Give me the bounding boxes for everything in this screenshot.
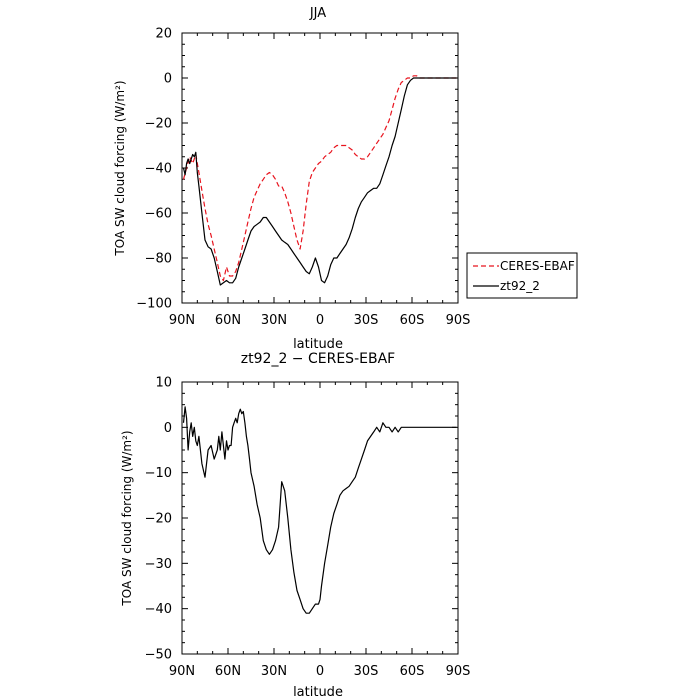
y-ticks: 10 0 −10 −20 −30 −40 −50 [145, 376, 458, 663]
x-tick-label: 90S [446, 313, 471, 328]
x-tick-label: 90N [169, 313, 195, 328]
y-tick-label: −80 [145, 252, 172, 267]
panel-title: zt92_2 − CERES-EBAF [241, 351, 395, 367]
series-line-zt92-2 [182, 77, 457, 286]
x-tick-label: 30S [354, 313, 379, 328]
legend: CERES-EBAF zt92_2 [466, 252, 578, 299]
x-tick-label: 30S [354, 664, 379, 679]
y-tick-label: 10 [155, 376, 172, 391]
y-ticks: 20 0 −20 −40 −60 −80 −100 [136, 27, 458, 312]
x-axis-label: latitude [293, 337, 343, 352]
y-tick-label: −100 [136, 297, 172, 312]
legend-label-zt92: zt92_2 [500, 279, 540, 293]
panel-jja: JJA 20 0 −20 −40 −60 −80 −100 90N 60N 30N 0 30S 60S… [113, 6, 470, 352]
legend-label-ceres: CERES-EBAF [500, 259, 575, 273]
x-tick-label: 60N [215, 313, 241, 328]
x-tick-label: 90S [446, 664, 471, 679]
plot-frame [181, 32, 459, 304]
y-tick-label: −40 [145, 602, 172, 617]
x-tick-label: 30N [261, 664, 287, 679]
y-tick-label: −60 [145, 207, 172, 222]
y-tick-label: 0 [164, 421, 172, 436]
y-tick-label: −50 [145, 648, 172, 663]
y-tick-label: −20 [145, 117, 172, 132]
y-axis-label: TOA SW cloud forcing (W/m²) [120, 430, 134, 606]
y-axis-label: TOA SW cloud forcing (W/m²) [113, 80, 127, 256]
plot-frame [181, 381, 459, 655]
y-tick-label: 0 [164, 72, 172, 87]
x-tick-label: 0 [316, 313, 324, 328]
panel-title: JJA [309, 6, 326, 21]
y-tick-label: −10 [145, 466, 172, 481]
x-tick-label: 30N [261, 313, 287, 328]
x-tick-label: 0 [316, 664, 324, 679]
x-axis-label: latitude [293, 685, 343, 700]
x-tick-label: 60N [215, 664, 241, 679]
x-tick-label: 90N [169, 664, 195, 679]
series-group [182, 406, 457, 614]
series-line-ceres-ebaf [182, 75, 457, 282]
y-tick-label: −20 [145, 512, 172, 527]
panel-difference: zt92_2 − CERES-EBAF 10 0 −10 −20 −30 −40 −50 9… [120, 351, 470, 700]
y-tick-label: −40 [145, 162, 172, 177]
series-group [182, 75, 457, 286]
x-tick-label: 60S [400, 664, 425, 679]
series-line-difference [182, 406, 457, 614]
x-ticks: 90N 60N 30N 0 30S 60S 90S [169, 33, 471, 328]
legend-box [466, 252, 578, 299]
y-tick-label: 20 [155, 27, 172, 42]
x-ticks: 90N 60N 30N 0 30S 60S 90S [169, 382, 471, 679]
x-tick-label: 60S [400, 313, 425, 328]
y-tick-label: −30 [145, 557, 172, 572]
